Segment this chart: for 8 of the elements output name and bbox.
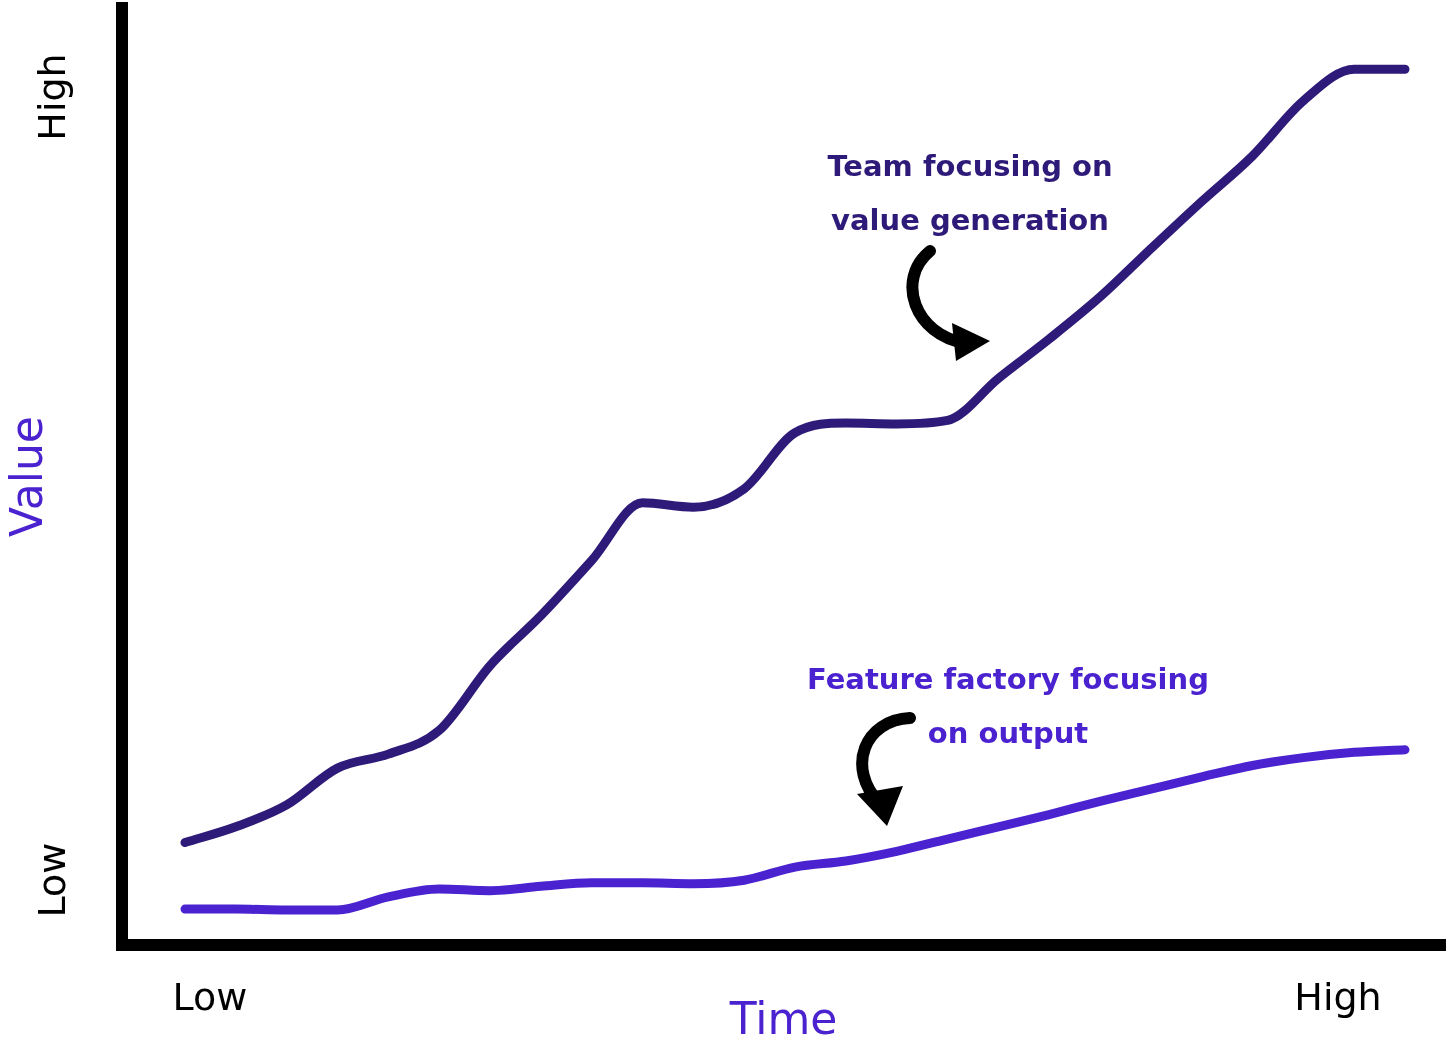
x-axis-title: Time (728, 993, 838, 1045)
text: Low (29, 842, 74, 918)
annotation: Team focusing on value generation (827, 148, 1113, 237)
text: High (1294, 974, 1382, 1019)
text: Low (172, 974, 248, 1019)
y-axis-title: Value (0, 416, 52, 537)
annotation: Feature factory focusing on output (807, 661, 1209, 750)
text: High (29, 53, 74, 141)
